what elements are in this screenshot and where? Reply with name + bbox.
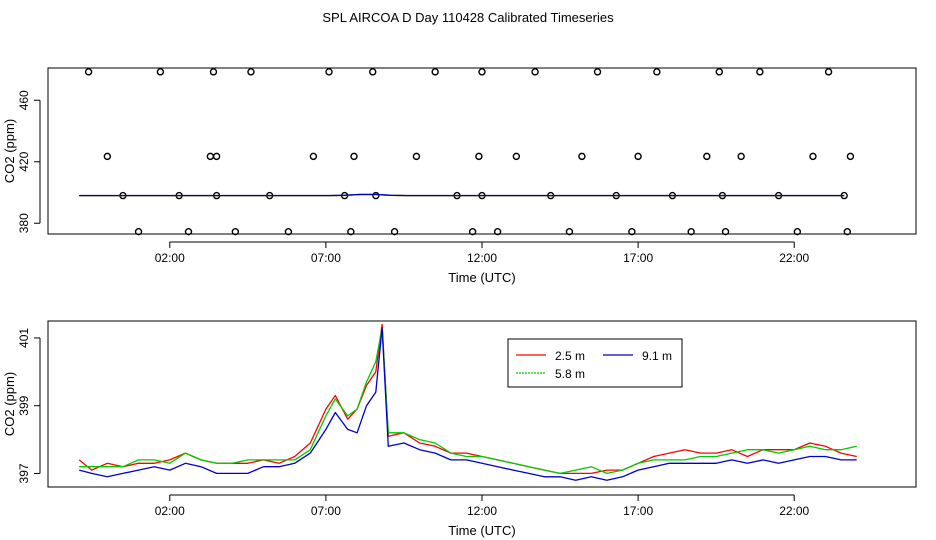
top-point xyxy=(325,68,333,76)
top-point xyxy=(737,152,745,161)
bottom-y-axis-label: CO2 (ppm) xyxy=(2,372,17,436)
top-point xyxy=(247,68,255,76)
top-point xyxy=(493,227,502,236)
top-line-91m xyxy=(79,193,845,197)
legend-label-2-5m: 2.5 m xyxy=(555,349,585,363)
top-x-tick-label: 22:00 xyxy=(779,251,809,265)
top-point xyxy=(468,227,477,236)
top-point xyxy=(703,152,711,161)
top-point xyxy=(231,227,240,236)
top-point xyxy=(184,227,193,236)
top-lines xyxy=(79,193,845,197)
top-point xyxy=(350,152,358,161)
top-point xyxy=(593,68,602,76)
top-point xyxy=(212,152,221,161)
top-point xyxy=(653,68,661,76)
top-point xyxy=(412,152,421,161)
top-point xyxy=(347,227,355,236)
bottom-line-91m xyxy=(79,327,857,481)
top-x-tick-label: 07:00 xyxy=(311,251,341,265)
top-point xyxy=(628,227,636,236)
bottom-lines xyxy=(78,323,857,481)
top-y-tick-label: 420 xyxy=(17,151,31,171)
top-point xyxy=(372,191,380,200)
bottom-y-tick-label: 397 xyxy=(17,463,31,483)
bottom-plot-frame xyxy=(47,320,917,488)
top-point xyxy=(715,68,723,76)
bottom-y-axis: 397 399 401 xyxy=(17,328,41,483)
top-point xyxy=(369,68,377,76)
legend: 2.5 m 9.1 m 5.8 m xyxy=(507,338,683,388)
top-x-tick-label: 02:00 xyxy=(155,251,185,265)
top-y-axis-label: CO2 (ppm) xyxy=(2,119,17,183)
top-point xyxy=(284,227,293,236)
top-point xyxy=(206,152,215,161)
top-panel: 02:00 07:00 12:00 17:00 22:00 380 420 460 Time… xyxy=(2,67,917,285)
top-plot-frame xyxy=(47,67,917,235)
top-x-axis: 02:00 07:00 12:00 17:00 22:00 xyxy=(155,241,810,265)
chart-title: SPL AIRCOA D Day 110428 Calibrated Times… xyxy=(322,10,614,25)
top-point xyxy=(843,227,852,236)
top-point xyxy=(475,152,483,161)
top-point xyxy=(309,152,318,161)
bottom-x-tick-label: 12:00 xyxy=(467,504,497,518)
bottom-x-axis-label: Time (UTC) xyxy=(448,523,515,538)
top-points xyxy=(84,68,855,236)
top-point xyxy=(103,152,112,161)
top-point xyxy=(478,68,486,76)
top-point xyxy=(578,152,586,161)
top-point xyxy=(431,68,439,76)
bottom-x-tick-label: 22:00 xyxy=(779,504,809,518)
bottom-x-tick-label: 07:00 xyxy=(311,504,341,518)
top-point xyxy=(84,68,93,76)
top-y-tick-label: 380 xyxy=(17,213,31,233)
top-point xyxy=(565,227,574,236)
bottom-panel: 02:00 07:00 12:00 17:00 22:00 397 399 401 Time… xyxy=(2,320,917,538)
top-y-tick-label: 460 xyxy=(17,90,31,110)
top-x-tick-label: 12:00 xyxy=(467,251,497,265)
legend-box xyxy=(507,338,683,388)
top-y-axis: 380 420 460 xyxy=(17,90,41,233)
top-point xyxy=(512,152,521,161)
top-point xyxy=(793,227,802,236)
top-point xyxy=(809,152,817,161)
legend-label-9-1m: 9.1 m xyxy=(642,349,672,363)
top-point xyxy=(846,152,855,161)
top-point xyxy=(721,227,730,236)
bottom-x-tick-label: 02:00 xyxy=(155,504,185,518)
top-point xyxy=(824,68,833,76)
bottom-y-tick-label: 399 xyxy=(17,395,31,415)
top-point xyxy=(390,227,399,236)
legend-label-5-8m: 5.8 m xyxy=(555,367,585,381)
top-point xyxy=(687,227,695,236)
top-x-axis-label: Time (UTC) xyxy=(448,270,515,285)
bottom-x-tick-label: 17:00 xyxy=(623,504,653,518)
top-point xyxy=(134,227,143,236)
top-x-tick-label: 17:00 xyxy=(623,251,653,265)
top-point xyxy=(531,68,539,76)
top-point xyxy=(156,68,165,76)
top-point xyxy=(756,68,764,76)
top-point xyxy=(634,152,642,161)
bottom-x-axis: 02:00 07:00 12:00 17:00 22:00 xyxy=(155,494,810,518)
bottom-y-tick-label: 401 xyxy=(17,328,31,348)
bottom-line-58m xyxy=(79,327,857,475)
top-point xyxy=(209,68,218,76)
